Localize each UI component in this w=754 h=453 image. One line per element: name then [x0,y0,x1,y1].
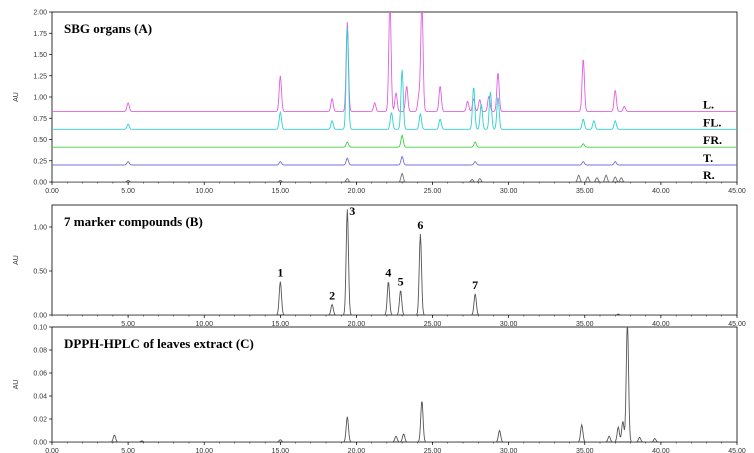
series-label: L. [703,97,714,111]
panel-title: SBG organs (A) [64,21,152,36]
x-tick-label: 10.00 [195,188,213,195]
x-tick-label: 10.00 [195,448,213,453]
panel-title: 7 marker compounds (B) [64,214,203,229]
y-tick-label: 0.10 [33,325,47,332]
x-tick-label: 25.00 [424,321,442,328]
series-label: FR. [703,133,722,147]
y-tick-label: 2.00 [33,10,47,17]
y-axis-label: AU [13,92,20,102]
x-tick-label: 30.00 [500,321,518,328]
y-tick-label: 0.50 [33,137,47,144]
series-line-fr [52,134,737,148]
peak-label: 1 [277,266,283,280]
y-tick-label: 0.08 [33,348,47,355]
peak-label: 4 [385,266,391,280]
peak-label: 6 [417,218,423,232]
chart-panel-1: 0.00 0.25 0.50 0.75 1.00 1.25 1.50 1.75 2.00 0.00… [13,10,746,196]
y-tick-label: 1.00 [33,95,47,102]
x-tick-label: 30.00 [500,448,518,453]
plot-frame [51,326,738,443]
x-tick-label: 35.00 [576,321,594,328]
y-tick-label: 1.75 [33,31,47,38]
y-tick-label: 1.50 [33,52,47,59]
y-tick-label: 0.02 [33,417,47,424]
peak-label: 7 [472,278,478,292]
panel-title: DPPH-HPLC of leaves extract (C) [64,336,254,351]
x-tick-label: 5.00 [121,448,135,453]
series-line-t [52,155,737,166]
x-tick-label: 20.00 [348,321,366,328]
y-tick-label: 0.00 [33,180,47,187]
y-tick-label: 0.00 [33,440,47,447]
series-label: R. [703,168,715,182]
y-tick-label: 0.25 [33,158,47,165]
x-tick-label: 15.00 [272,448,290,453]
y-axis-label: AU [13,380,20,390]
y-tick-label: 0.00 [33,313,47,320]
y-tick-label: 0.75 [33,116,47,123]
x-tick-label: 20.00 [348,188,366,195]
y-tick-label: 1.25 [33,73,47,80]
y-tick-label: 0.50 [33,269,47,276]
y-tick-label: 1.00 [33,225,47,232]
x-tick-label: 10.00 [195,321,213,328]
x-tick-label: 45.00 [728,188,746,195]
x-tick-label: 45.00 [728,448,746,453]
series-line-l [52,12,737,112]
peak-label: 2 [329,288,335,302]
series-label: FL. [703,115,721,129]
x-tick-label: 40.00 [652,448,670,453]
y-axis-label: AU [13,255,20,265]
x-tick-label: 0.00 [45,448,59,453]
x-tick-label: 35.00 [576,188,594,195]
peak-label: 3 [349,204,355,218]
x-tick-label: 5.00 [121,188,135,195]
x-tick-label: 5.00 [121,321,135,328]
x-tick-label: 35.00 [576,448,594,453]
series-line-trace [52,327,737,442]
x-tick-label: 15.00 [272,188,290,195]
peak-label: 5 [398,274,404,288]
series-label: T. [703,151,713,165]
series-line-r [52,172,737,182]
x-tick-label: 40.00 [652,188,670,195]
y-tick-label: 0.06 [33,371,47,378]
x-tick-label: 0.00 [45,188,59,195]
x-tick-label: 25.00 [424,448,442,453]
x-tick-label: 25.00 [424,188,442,195]
x-tick-label: 15.00 [272,321,290,328]
x-tick-label: 30.00 [500,188,518,195]
chart-panel-2: 0.00 0.50 1.00 5.00 10.00 15.00 20.00 25.00 30.0… [13,204,746,328]
x-tick-label: 45.00 [728,321,746,328]
x-tick-label: 20.00 [348,448,366,453]
series-line-fl [52,27,737,130]
y-tick-label: 0.04 [33,394,47,401]
chart-panel-3: 0.00 0.02 0.04 0.06 0.08 0.10 0.00 5.00 10.00 15.… [13,325,746,453]
plot-frame [51,11,738,183]
x-tick-label: 40.00 [652,321,670,328]
